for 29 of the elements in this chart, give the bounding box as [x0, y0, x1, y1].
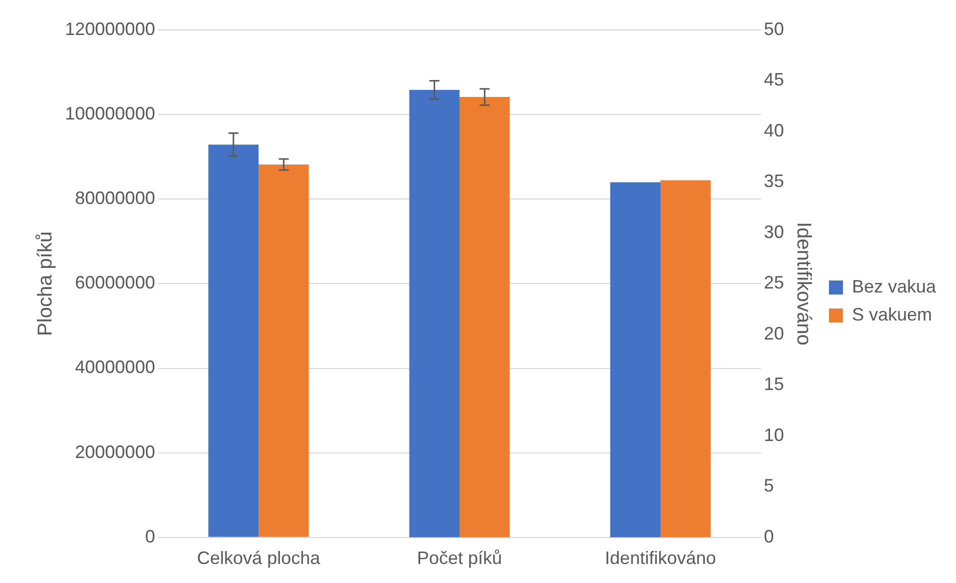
x-tick-label: Identifikováno [604, 548, 716, 568]
bar [460, 96, 510, 538]
y-axis-title: Plocha píků [34, 231, 57, 336]
y2-tick-label: 20 [764, 323, 784, 344]
y2-tick-label: 40 [764, 120, 784, 140]
bar [610, 182, 660, 538]
legend-label: S vakuem [852, 304, 932, 324]
y-tick-label: 20000000 [75, 442, 156, 462]
y2-tick-label: 45 [764, 70, 784, 90]
y-tick-label: 40000000 [75, 357, 156, 378]
x-tick-label: Celková plocha [197, 548, 322, 568]
y2-tick-label: 10 [764, 424, 784, 445]
y2-tick-label: 15 [764, 374, 784, 394]
y2-tick-label: 25 [764, 272, 784, 293]
y-tick-label: 80000000 [75, 188, 156, 208]
y-tick-label: 100000000 [64, 104, 156, 124]
y-tick-label: 60000000 [75, 272, 156, 293]
y2-tick-label: 0 [764, 526, 774, 546]
y2-tick-label: 5 [764, 476, 774, 496]
bar [660, 180, 711, 538]
y-tick-label: 120000000 [64, 18, 156, 39]
bar [409, 90, 460, 538]
y2-tick-label: 35 [764, 171, 784, 192]
x-tick-label: Počet píků [416, 548, 502, 568]
legend-label: Bez vakua [852, 276, 937, 296]
y2-axis-title: Identifikováno [792, 222, 814, 346]
y2-tick-label: 50 [764, 18, 784, 39]
y2-tick-label: 30 [764, 222, 784, 242]
y-tick-label: 0 [145, 526, 156, 546]
